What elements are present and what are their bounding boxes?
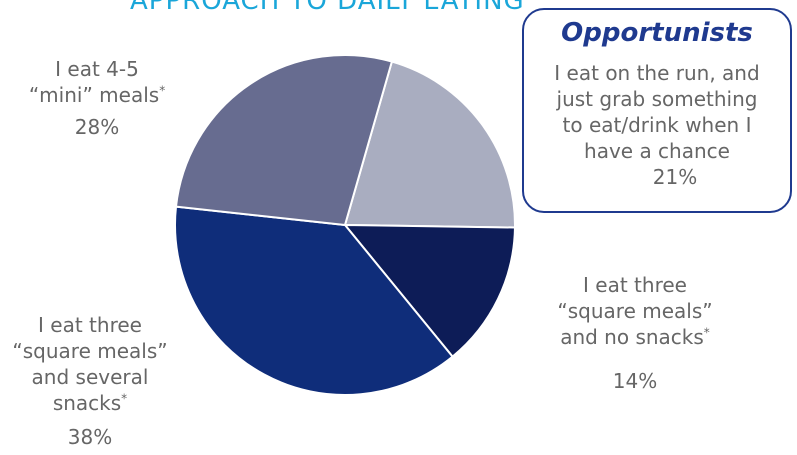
pie-slice-mini-meals [174, 54, 394, 227]
label-square-meals-snacks: I eat three “square meals” and several s… [0, 312, 180, 450]
asterisk: * [159, 83, 166, 98]
label-line: and several [31, 365, 149, 389]
label-mini-meals: I eat 4-5 “mini” meals* 28% [12, 56, 182, 140]
label-line: “mini” meals* [28, 83, 166, 107]
callout-line: just grab something [556, 87, 758, 111]
label-percent: 28% [74, 115, 120, 139]
callout-line: have a chance [584, 139, 730, 163]
label-line: snacks* [52, 391, 128, 415]
chart-title: APPROACH TO DAILY EATING [130, 0, 525, 16]
callout-percent: 21% [652, 165, 698, 189]
label-line: I eat three [38, 313, 142, 337]
asterisk: * [121, 391, 128, 406]
callout-title: Opportunists [561, 18, 753, 48]
label-line: “square meals” [12, 339, 168, 363]
label-square-meals-no-snacks: I eat three “square meals” and no snacks… [540, 272, 730, 394]
opportunists-callout: Opportunists I eat on the run, and just … [522, 8, 792, 213]
label-percent: 38% [67, 425, 113, 449]
pie-slice-opportunists [343, 60, 516, 229]
callout-line: to eat/drink when I [562, 113, 752, 137]
callout-body: I eat on the run, and just grab somethin… [524, 60, 790, 190]
pie-slice-square-no-snacks [342, 223, 516, 359]
pie-slice-square-snacks [174, 205, 454, 396]
asterisk: * [703, 325, 710, 340]
label-line: and no snacks* [560, 325, 710, 349]
callout-line: I eat on the run, and [554, 61, 760, 85]
label-line: I eat three [583, 273, 687, 297]
label-percent: 14% [612, 369, 658, 393]
label-line: I eat 4-5 [55, 57, 139, 81]
label-line: “square meals” [557, 299, 713, 323]
